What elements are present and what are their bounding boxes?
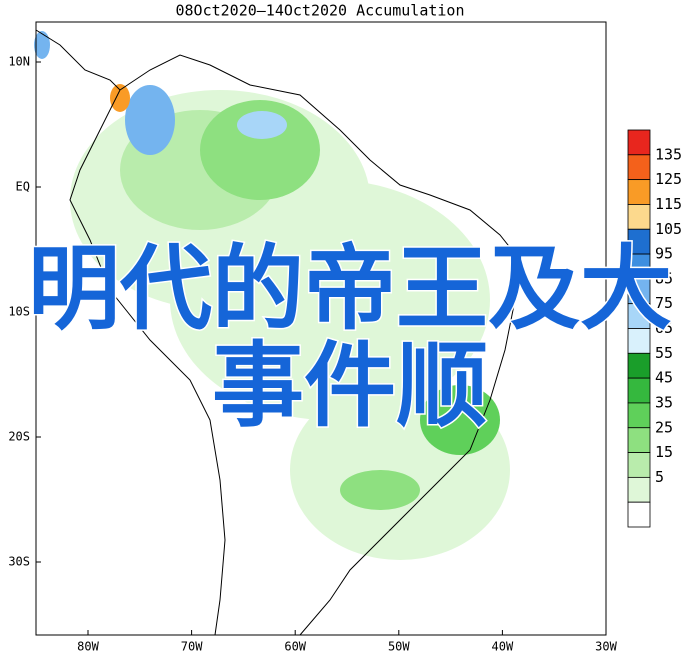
axes: 80W 70W 60W 50W 40W 30W 10N EQ 10S 20S 30S xyxy=(8,55,617,654)
legend-label: 85 xyxy=(655,269,673,287)
legend-swatch xyxy=(627,179,651,205)
legend-swatch xyxy=(627,377,651,404)
rain-area xyxy=(420,385,500,455)
rain-area xyxy=(170,180,490,420)
legend-label: 5 xyxy=(655,468,664,486)
x-tick-label: 50W xyxy=(388,640,410,654)
legend-swatch xyxy=(627,476,651,503)
legend-label: 15 xyxy=(655,443,673,461)
y-tick-label: EQ xyxy=(16,180,30,194)
legend-label: 105 xyxy=(655,220,682,238)
legend-label: 55 xyxy=(655,344,673,362)
legend-label: 135 xyxy=(655,145,682,163)
legend-label: 115 xyxy=(655,195,682,213)
overlay-text: 明代的帝王及大 xyxy=(28,235,672,342)
rain-area xyxy=(125,85,175,155)
color-legend: 135 125 115 105 95 85 75 65 55 45 35 25 15 5 xyxy=(627,129,682,528)
coastline xyxy=(35,29,521,636)
rain-area xyxy=(237,111,287,139)
map-frame xyxy=(35,21,607,636)
legend-swatch xyxy=(627,154,651,181)
rain-area xyxy=(110,84,130,112)
y-tick-label: 30S xyxy=(8,555,30,569)
y-tick-label: 10N xyxy=(8,55,30,69)
legend-label: 35 xyxy=(655,393,673,411)
rain-area xyxy=(340,470,420,510)
x-tick-label: 80W xyxy=(77,640,99,654)
legend-swatch xyxy=(627,352,651,379)
precipitation-shading xyxy=(34,31,510,560)
rain-area xyxy=(34,31,50,59)
legend-swatch xyxy=(627,427,651,453)
rain-area xyxy=(200,100,320,200)
legend-label: 45 xyxy=(655,369,673,387)
legend-label: 25 xyxy=(655,418,673,436)
x-tick-label: 70W xyxy=(181,640,203,654)
y-tick-label: 20S xyxy=(8,430,30,444)
legend-label: 65 xyxy=(655,319,673,337)
x-tick-label: 30W xyxy=(595,640,617,654)
legend-label: 75 xyxy=(655,294,673,312)
overlay-text: 事件顺 xyxy=(212,332,488,439)
x-tick-label: 60W xyxy=(284,640,306,654)
legend-label: 95 xyxy=(655,245,673,263)
legend-swatch xyxy=(627,501,651,528)
legend-swatch xyxy=(627,129,651,156)
legend-label: 125 xyxy=(655,170,682,188)
map-title: 08Oct2020—14Oct2020 Accumulation xyxy=(176,2,465,20)
legend-swatch xyxy=(627,402,651,429)
legend-swatch xyxy=(627,204,651,230)
x-tick-label: 40W xyxy=(492,640,514,654)
legend-swatch xyxy=(627,452,651,478)
y-tick-label: 10S xyxy=(8,305,30,319)
